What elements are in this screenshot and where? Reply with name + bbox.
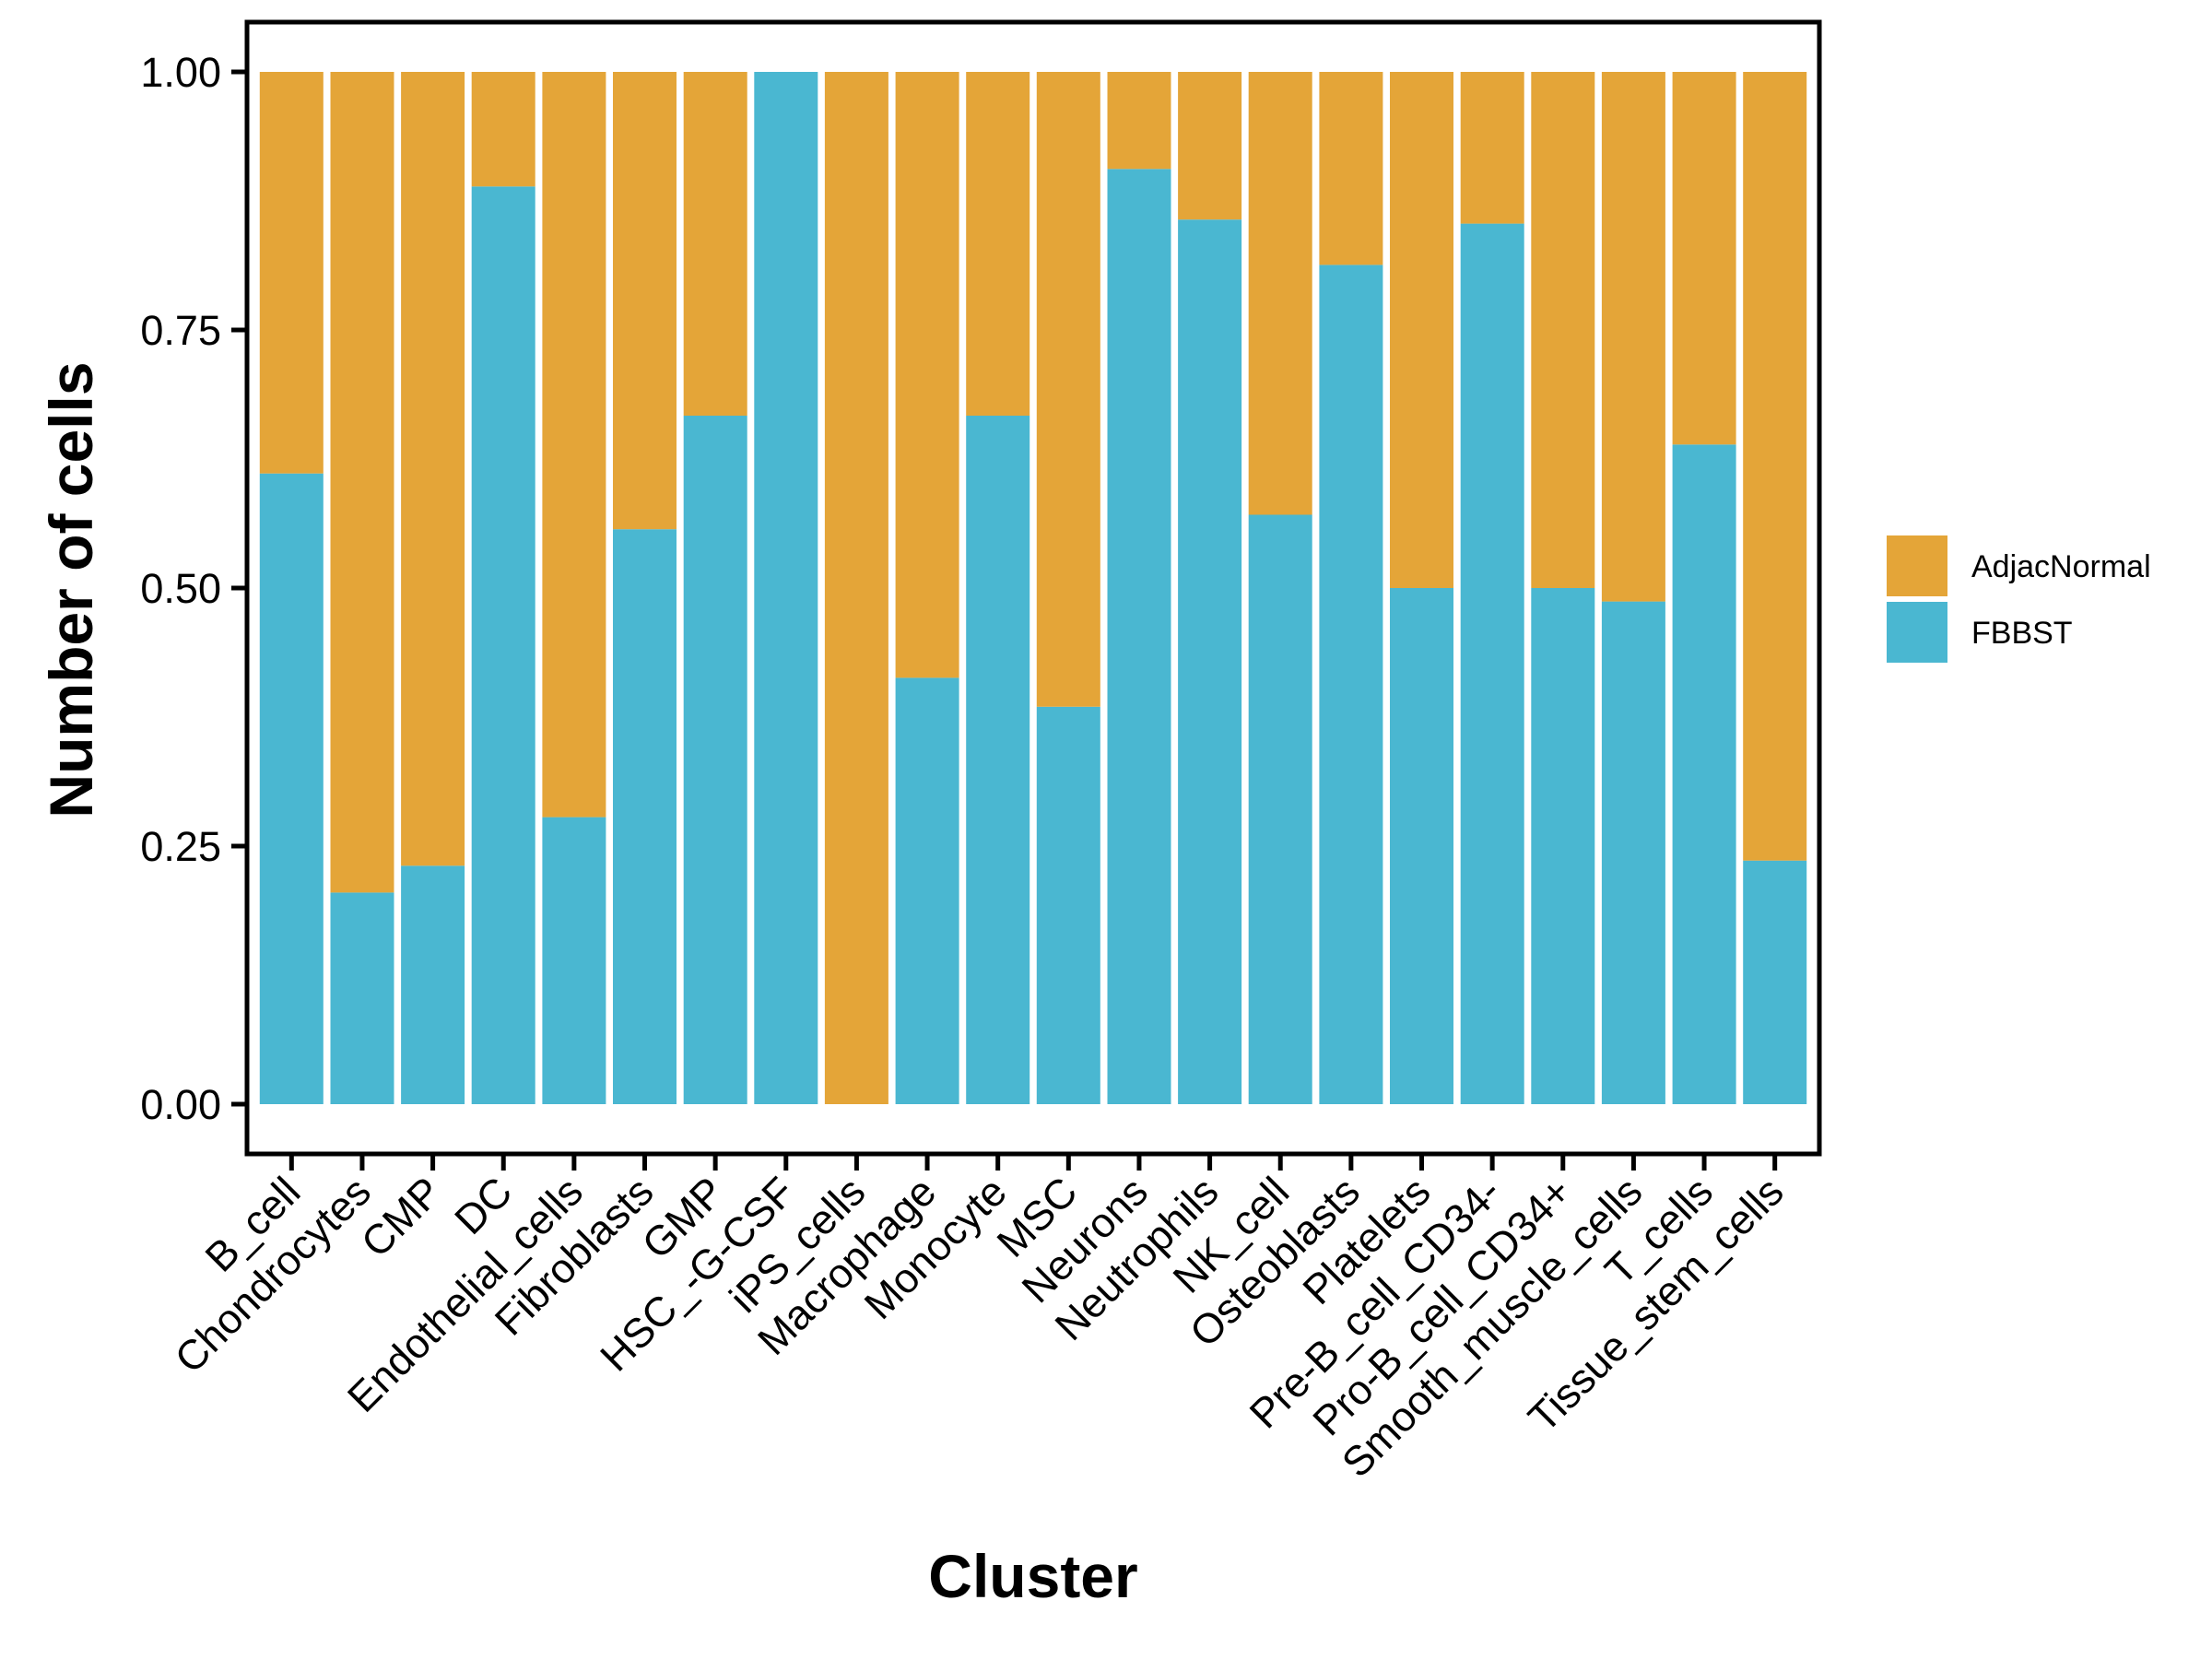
- bar-segment-fbbst-pro-b-cell-cd34-: [1531, 588, 1595, 1104]
- bar-segment-adjacnormal-msc: [1036, 72, 1100, 707]
- legend-key-fbbst: [1887, 602, 1947, 663]
- legend: AdjacNormal FBBST: [1887, 535, 2151, 663]
- bar-segment-adjacnormal-platelets: [1390, 72, 1453, 588]
- bar-segment-fbbst-fibroblasts: [613, 529, 677, 1104]
- x-axis: B_cellChondrocytesCMPDCEndothelial_cells…: [166, 1154, 1793, 1487]
- bar-segment-adjacnormal-gmp: [683, 72, 747, 416]
- bar-segment-fbbst-t-cells: [1672, 444, 1736, 1104]
- y-tick-label: 0.00: [140, 1081, 221, 1128]
- legend-label-adjacnormal: AdjacNormal: [1971, 549, 2151, 584]
- y-tick-label: 1.00: [140, 49, 221, 96]
- bar-segment-fbbst-platelets: [1390, 588, 1453, 1104]
- bar-segment-fbbst-nk-cell: [1248, 514, 1312, 1104]
- bar-segment-fbbst-dc: [471, 186, 535, 1105]
- bar-segment-fbbst-pre-b-cell-cd34-: [1460, 223, 1524, 1105]
- bar-segment-fbbst-chondrocytes: [330, 892, 394, 1104]
- bar-segment-fbbst-osteoblasts: [1319, 265, 1383, 1104]
- bar-segment-adjacnormal-neurons: [1107, 72, 1171, 170]
- bar-segment-fbbst-endothelial-cells: [542, 817, 606, 1104]
- y-axis-title: Number of cells: [37, 361, 105, 818]
- bar-segment-fbbst-msc: [1036, 706, 1100, 1104]
- bar-segment-fbbst-cmp: [401, 865, 465, 1104]
- bar-segment-adjacnormal-smooth-muscle-cells: [1601, 72, 1665, 602]
- bar-segment-adjacnormal-nk-cell: [1248, 72, 1312, 515]
- bar-segment-adjacnormal-monocyte: [966, 72, 1030, 416]
- bar-segment-fbbst-b-cell: [259, 473, 324, 1104]
- legend-key-adjacnormal: [1887, 535, 1947, 596]
- bar-segment-fbbst-monocyte: [966, 416, 1030, 1104]
- bar-segment-fbbst-macrophage: [895, 677, 959, 1104]
- bar-segment-adjacnormal-t-cells: [1672, 72, 1736, 445]
- bar-segment-adjacnormal-fibroblasts: [613, 72, 677, 530]
- bar-segment-adjacnormal-chondrocytes: [330, 72, 394, 893]
- bar-segment-fbbst-neurons: [1107, 169, 1171, 1105]
- x-axis-title: Cluster: [928, 1542, 1137, 1610]
- legend-label-fbbst: FBBST: [1971, 616, 2073, 651]
- bar-segment-adjacnormal-endothelial-cells: [542, 72, 606, 818]
- bar-segment-adjacnormal-neutrophils: [1178, 72, 1242, 220]
- bar-segment-fbbst-smooth-muscle-cells: [1601, 601, 1665, 1104]
- bar-segment-adjacnormal-osteoblasts: [1319, 72, 1383, 265]
- bar-segment-adjacnormal-pro-b-cell-cd34-: [1531, 72, 1595, 588]
- bar-segment-adjacnormal-tissue-stem-cells: [1743, 72, 1807, 861]
- bars-layer: [259, 72, 1807, 1105]
- bar-segment-fbbst-hsc-g-csf: [754, 72, 818, 1104]
- bar-segment-adjacnormal-dc: [471, 72, 535, 187]
- bar-segment-fbbst-tissue-stem-cells: [1743, 860, 1807, 1104]
- y-tick-label: 0.25: [140, 823, 221, 870]
- x-tick-label: CMP: [352, 1168, 451, 1266]
- bar-segment-adjacnormal-ips-cells: [824, 72, 888, 1104]
- bar-segment-adjacnormal-cmp: [401, 72, 465, 866]
- bar-segment-adjacnormal-b-cell: [259, 72, 324, 474]
- y-tick-label: 0.50: [140, 565, 221, 612]
- y-axis: 0.00 0.25 0.50 0.75 1.00: [140, 49, 247, 1128]
- bar-segment-adjacnormal-pre-b-cell-cd34-: [1460, 72, 1524, 224]
- bar-segment-adjacnormal-macrophage: [895, 72, 959, 678]
- bar-segment-fbbst-gmp: [683, 416, 747, 1104]
- bar-segment-fbbst-neutrophils: [1178, 219, 1242, 1104]
- y-tick-label: 0.75: [140, 307, 221, 354]
